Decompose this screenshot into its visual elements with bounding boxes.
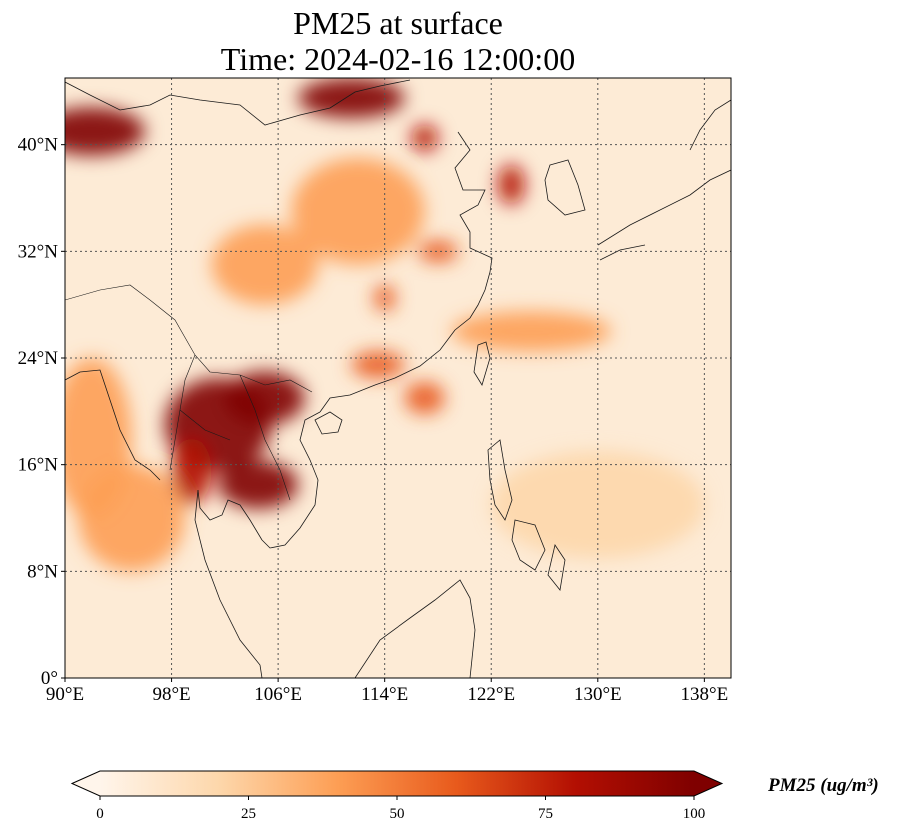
- korea-peninsula: [544, 159, 586, 216]
- lon-tick-label: 122°E: [467, 684, 515, 705]
- pm25-hotspot-17: [451, 311, 612, 352]
- map-frame: [64, 77, 732, 679]
- pm25-hotspot-4: [218, 460, 299, 509]
- colorbar-tick-label: 25: [241, 806, 256, 822]
- lat-tick-label: 24°N: [18, 348, 59, 369]
- lon-tick-label: 114°E: [361, 684, 408, 705]
- pm25-hotspot-6: [404, 382, 445, 414]
- myanmar-coast: [65, 369, 161, 481]
- colorbar-ticks: 0 25 50 75 100: [96, 796, 705, 822]
- pm25-hotspot-9: [417, 240, 458, 262]
- taiwan-island: [473, 341, 491, 386]
- pm25-hotspot-1: [298, 78, 405, 118]
- gridlines: [65, 78, 731, 678]
- lon-tick-label: 90°E: [46, 684, 84, 705]
- longitude-ticks: 90°E 98°E 106°E 114°E 122°E 130°E 138°E: [46, 678, 728, 705]
- map-title-line2: Time: 2024-02-16 12:00:00: [220, 41, 576, 77]
- colorbar: 0 25 50 75 100: [70, 770, 724, 822]
- colorbar-tick-label: 75: [538, 806, 553, 822]
- latitude-ticks: 0° 8°N 16°N 24°N 32°N 40°N: [18, 135, 65, 689]
- lon-tick-label: 138°E: [681, 684, 729, 705]
- coastlines: [65, 79, 731, 678]
- pm25-hotspot-11: [411, 124, 438, 152]
- lon-tick-label: 130°E: [574, 684, 622, 705]
- china-coastline: [319, 131, 493, 413]
- colorbar-max-extend: [694, 771, 722, 796]
- pm25-hotspot-15: [78, 464, 185, 572]
- pm25-hotspot-7: [351, 351, 405, 378]
- pm25-hotspot-12: [211, 224, 319, 305]
- colorbar-gradient: [100, 771, 694, 796]
- pm25-hotspot-0: [65, 107, 145, 156]
- colorbar-tick-label: 100: [683, 806, 706, 822]
- pm25-hotspot-3: [224, 371, 305, 425]
- colorbar-tick-label: 50: [390, 806, 405, 822]
- colorbar-title: PM25 (ug/m³): [768, 775, 879, 796]
- lat-tick-label: 0°: [41, 668, 58, 689]
- malay-peninsula: [194, 489, 263, 678]
- mongolia-border: [65, 79, 411, 126]
- borneo-coast: [354, 579, 476, 678]
- pm25-hotspot-5: [171, 438, 212, 505]
- lon-tick-label: 98°E: [152, 684, 190, 705]
- map-plot-area: [65, 78, 731, 678]
- map-title-line1: PM25 at surface: [293, 5, 503, 41]
- colorbar-min-extend: [72, 771, 100, 796]
- japan-islands: [597, 99, 731, 261]
- lat-tick-label: 40°N: [18, 135, 59, 156]
- map-background: [65, 78, 731, 678]
- vietnam-coast: [261, 411, 321, 549]
- lat-tick-label: 16°N: [18, 455, 59, 476]
- lat-tick-label: 8°N: [27, 561, 58, 582]
- country-borders: [65, 284, 313, 501]
- indochina-gulf: [197, 489, 263, 541]
- pm25-field: [65, 78, 705, 572]
- pm25-hotspot-10: [497, 164, 525, 205]
- hainan-island: [314, 411, 343, 435]
- lat-tick-label: 32°N: [18, 241, 59, 262]
- lon-tick-label: 106°E: [254, 684, 302, 705]
- colorbar-tick-label: 0: [96, 806, 104, 822]
- pm25-hotspot-13: [291, 158, 425, 265]
